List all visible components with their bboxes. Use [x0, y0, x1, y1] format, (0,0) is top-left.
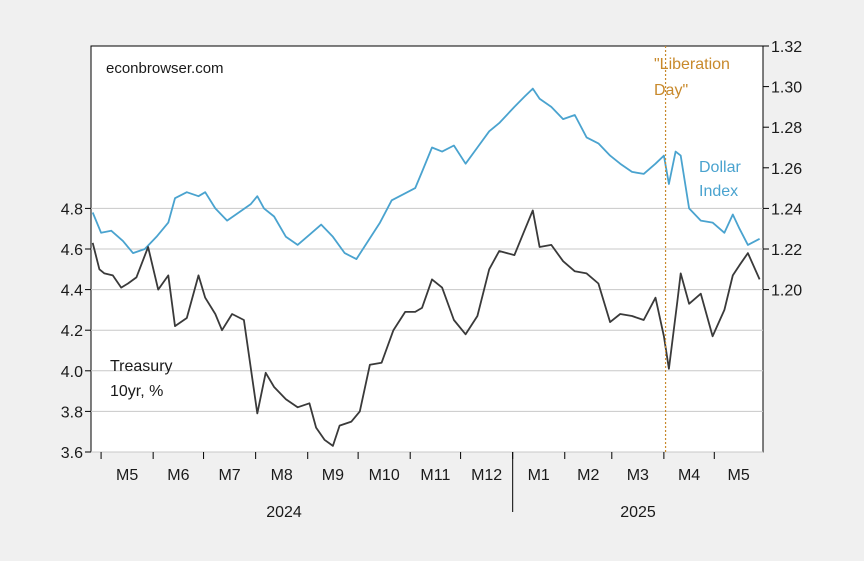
x-tick-label: M4	[678, 467, 700, 484]
treasury-label-line1: Treasury	[110, 358, 173, 375]
y-axis-left-labels: 3.6 3.8 4.0 4.2 4.4 4.6 4.8	[61, 201, 83, 462]
x-tick-label: M12	[471, 467, 502, 484]
x-tick-label: M10	[369, 467, 400, 484]
y-tick-label-right: 1.28	[771, 120, 802, 137]
y-tick-label-right: 1.32	[771, 39, 802, 56]
y-tick-label-right: 1.22	[771, 242, 802, 259]
dollar-index-line	[91, 87, 761, 260]
x-tick-label: M1	[528, 467, 550, 484]
watermark: econbrowser.com	[106, 60, 224, 77]
y-tick-label-right: 1.20	[771, 283, 802, 300]
dollar-index-label-line1: Dollar	[699, 159, 741, 176]
x-tick-label: M7	[218, 467, 240, 484]
y-tick-label-right: 1.26	[771, 161, 802, 178]
x-tick-label: M6	[167, 467, 189, 484]
annotation-label-line2: Day"	[654, 82, 688, 99]
year-label-2025: 2025	[620, 504, 656, 521]
treasury-10yr-line	[91, 209, 761, 447]
x-tick-label: M2	[577, 467, 599, 484]
treasury-label-line2: 10yr, %	[110, 383, 163, 400]
x-tick-label: M9	[322, 467, 344, 484]
y-tick-label-left: 3.6	[61, 445, 83, 462]
y-tick-label-left: 4.8	[61, 201, 83, 218]
year-label-2024: 2024	[266, 504, 302, 521]
x-tick-label: M8	[271, 467, 293, 484]
x-tick-label: M5	[728, 467, 750, 484]
y-tick-label-left: 4.2	[61, 323, 83, 340]
y-tick-label-left: 4.0	[61, 364, 83, 381]
y-tick-label-left: 3.8	[61, 404, 83, 421]
annotation-label-line1: "Liberation	[654, 56, 730, 73]
x-tick-label: M5	[116, 467, 138, 484]
x-axis-ticks	[100, 452, 715, 512]
x-tick-label: M3	[627, 467, 649, 484]
y-axis-right-labels: 1.20 1.22 1.24 1.26 1.28 1.30 1.32	[771, 39, 802, 300]
dollar-index-label-line2: Index	[699, 183, 738, 200]
series-layer	[91, 87, 761, 447]
x-axis-month-labels: M5 M6 M7 M8 M9 M10 M11 M12 M1 M2 M3 M4 M5	[116, 467, 750, 484]
y-tick-label-left: 4.4	[61, 283, 83, 300]
y-tick-label-right: 1.24	[771, 201, 802, 218]
x-tick-label: M11	[420, 467, 450, 484]
y-tick-label-left: 4.6	[61, 242, 83, 259]
y-tick-label-right: 1.30	[771, 80, 802, 97]
